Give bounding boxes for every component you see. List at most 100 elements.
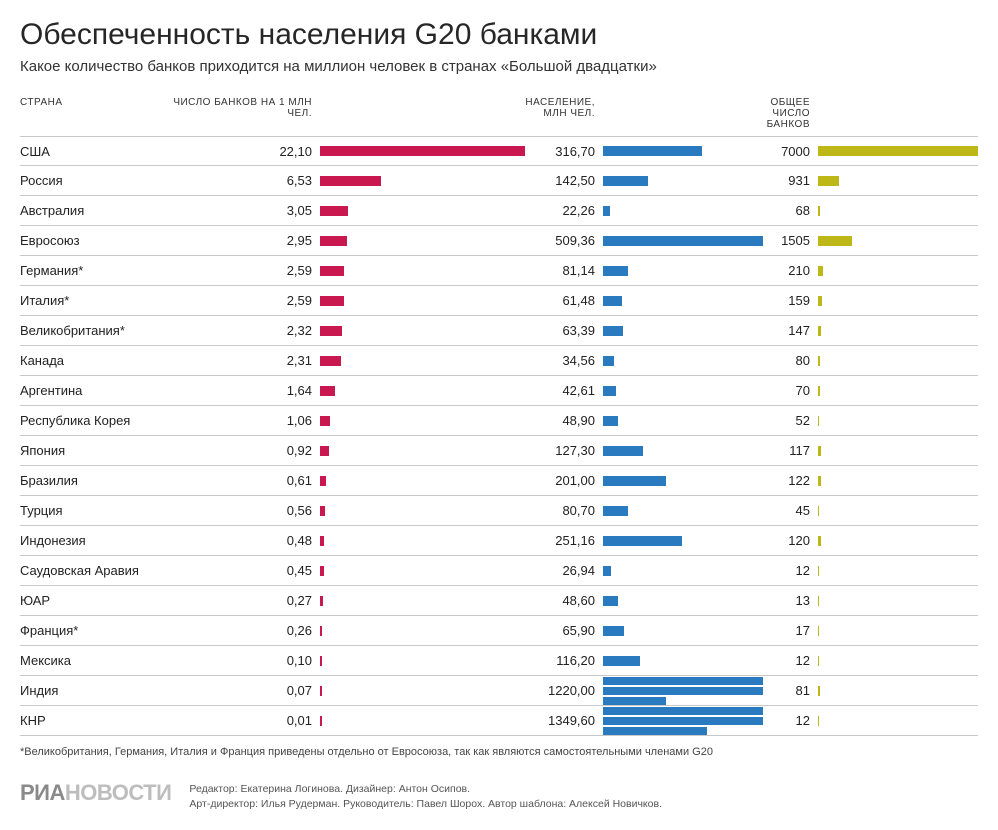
cell-population: 81,14 — [525, 263, 603, 278]
data-rows: США22,10316,707000Россия6,53142,50931Авс… — [20, 136, 978, 736]
cell-per-mln-bar — [320, 346, 525, 375]
population-bar-segment — [603, 476, 666, 486]
cell-total: 45 — [763, 503, 818, 518]
cell-country: Италия* — [20, 293, 150, 308]
population-bar-segment — [603, 727, 707, 735]
cell-country: Турция — [20, 503, 150, 518]
per-mln-bar — [320, 266, 344, 276]
cell-total: 17 — [763, 623, 818, 638]
total-bar — [818, 476, 821, 486]
cell-per-mln-bar — [320, 137, 525, 165]
total-bar — [818, 206, 820, 216]
per-mln-bar — [320, 176, 381, 186]
cell-total-bar — [818, 346, 978, 375]
cell-total: 120 — [763, 533, 818, 548]
cell-per-mln: 0,48 — [150, 533, 320, 548]
cell-population-bar — [603, 676, 763, 705]
per-mln-bar — [320, 686, 322, 696]
table-row: Россия6,53142,50931 — [20, 166, 978, 196]
cell-country: Индия — [20, 683, 150, 698]
cell-total-bar — [818, 706, 978, 735]
table-row: КНР0,011349,6012 — [20, 706, 978, 736]
cell-country: Франция* — [20, 623, 150, 638]
cell-per-mln-bar — [320, 406, 525, 435]
cell-per-mln-bar — [320, 286, 525, 315]
cell-population: 509,36 — [525, 233, 603, 248]
cell-total-bar — [818, 316, 978, 345]
population-bar-segment — [603, 506, 628, 516]
cell-total: 931 — [763, 173, 818, 188]
cell-population: 80,70 — [525, 503, 603, 518]
cell-per-mln-bar — [320, 496, 525, 525]
cell-per-mln-bar — [320, 256, 525, 285]
cell-population-bar — [603, 706, 763, 735]
cell-total-bar — [818, 137, 978, 165]
cell-per-mln: 0,45 — [150, 563, 320, 578]
cell-per-mln: 0,56 — [150, 503, 320, 518]
cell-population-bar — [603, 646, 763, 675]
per-mln-bar — [320, 296, 344, 306]
cell-per-mln: 0,07 — [150, 683, 320, 698]
cell-total: 12 — [763, 563, 818, 578]
population-bar-segment — [603, 176, 648, 186]
cell-population: 142,50 — [525, 173, 603, 188]
cell-per-mln: 2,59 — [150, 293, 320, 308]
cell-population: 42,61 — [525, 383, 603, 398]
table-row: США22,10316,707000 — [20, 136, 978, 166]
credits-line-1: Редактор: Екатерина Логинова. Дизайнер: … — [189, 782, 662, 797]
table-row: ЮАР0,2748,6013 — [20, 586, 978, 616]
population-bar-segment — [603, 356, 614, 366]
cell-per-mln-bar — [320, 616, 525, 645]
table-row: Италия*2,5961,48159 — [20, 286, 978, 316]
per-mln-bar — [320, 626, 322, 636]
cell-population: 1349,60 — [525, 713, 603, 728]
cell-total-bar — [818, 526, 978, 555]
cell-population-bar — [603, 196, 763, 225]
population-bar-segment — [603, 326, 623, 336]
table-row: Индонезия0,48251,16120 — [20, 526, 978, 556]
column-headers: СТРАНА ЧИСЛО БАНКОВ НА 1 МЛН ЧЕЛ. НАСЕЛЕ… — [20, 97, 978, 130]
cell-population: 63,39 — [525, 323, 603, 338]
page-subtitle: Какое количество банков приходится на ми… — [20, 58, 978, 75]
cell-population-bar — [603, 316, 763, 345]
cell-population-bar — [603, 466, 763, 495]
population-bar-segment — [603, 386, 616, 396]
total-bar — [818, 296, 822, 306]
cell-population-bar — [603, 496, 763, 525]
header-per-mln: ЧИСЛО БАНКОВ НА 1 МЛН ЧЕЛ. — [150, 97, 320, 130]
cell-per-mln-bar — [320, 376, 525, 405]
total-bar — [818, 506, 819, 516]
per-mln-bar — [320, 416, 330, 426]
per-mln-bar — [320, 386, 335, 396]
table-row: Австралия3,0522,2668 — [20, 196, 978, 226]
footer: РИАНОВОСТИ Редактор: Екатерина Логинова.… — [20, 780, 978, 811]
cell-per-mln-bar — [320, 196, 525, 225]
cell-country: Республика Корея — [20, 413, 150, 428]
per-mln-bar — [320, 596, 323, 606]
population-bar-segment — [603, 697, 666, 705]
cell-country: Аргентина — [20, 383, 150, 398]
cell-per-mln: 22,10 — [150, 144, 320, 159]
cell-per-mln: 3,05 — [150, 203, 320, 218]
total-bar — [818, 386, 820, 396]
cell-total: 52 — [763, 413, 818, 428]
population-bar-segment — [603, 416, 618, 426]
cell-population: 22,26 — [525, 203, 603, 218]
cell-total-bar — [818, 586, 978, 615]
cell-population-bar — [603, 137, 763, 165]
cell-population-bar — [603, 586, 763, 615]
cell-population: 34,56 — [525, 353, 603, 368]
cell-population-bar — [603, 436, 763, 465]
population-bar-segment — [603, 146, 702, 156]
cell-per-mln-bar — [320, 706, 525, 735]
cell-country: Евросоюз — [20, 233, 150, 248]
table-row: Мексика0,10116,2012 — [20, 646, 978, 676]
cell-per-mln: 6,53 — [150, 173, 320, 188]
total-bar — [818, 416, 819, 426]
cell-per-mln-bar — [320, 526, 525, 555]
per-mln-bar — [320, 206, 348, 216]
cell-total-bar — [818, 466, 978, 495]
cell-population-bar — [603, 226, 763, 255]
cell-population-bar — [603, 406, 763, 435]
cell-country: Канада — [20, 353, 150, 368]
